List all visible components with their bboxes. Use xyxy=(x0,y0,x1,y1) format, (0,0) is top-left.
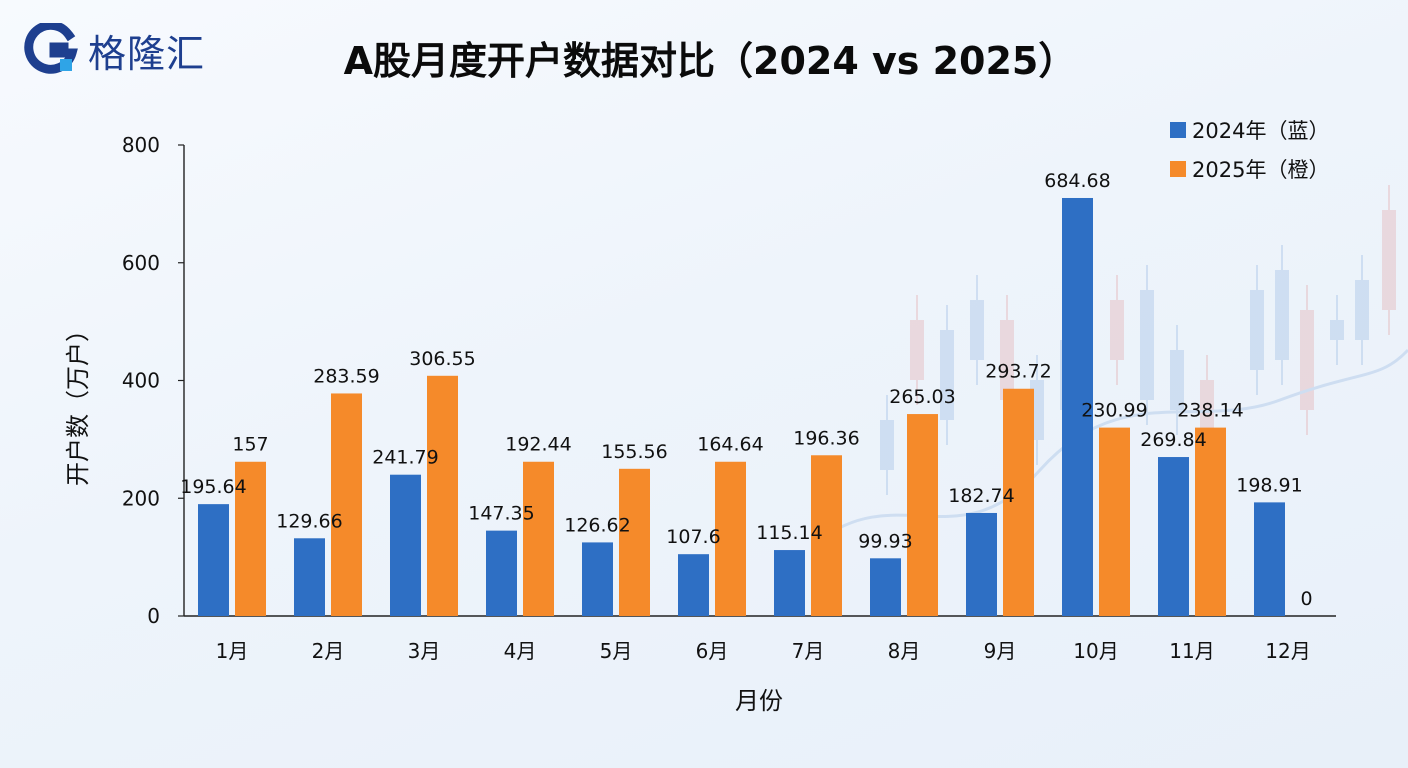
legend: 2024年（蓝） 2025年（橙） xyxy=(1170,119,1329,182)
y-tick-label: 800 xyxy=(122,133,160,157)
bar-2025 xyxy=(427,375,458,616)
x-tick-label: 9月 xyxy=(984,639,1017,663)
bar-2025 xyxy=(331,393,362,616)
value-label-2024: 126.62 xyxy=(564,514,630,536)
value-label-2025: 238.14 xyxy=(1177,400,1243,422)
bar-2024 xyxy=(486,530,517,616)
bar-2025 xyxy=(715,461,746,616)
legend-label: 2024年（蓝） xyxy=(1192,119,1329,143)
bar-2024 xyxy=(1254,502,1285,616)
value-label-2025: 265.03 xyxy=(889,386,955,408)
value-label-2024: 107.6 xyxy=(666,526,720,548)
x-tick-label: 5月 xyxy=(600,639,633,663)
y-tick-label: 600 xyxy=(122,251,160,275)
bar-2025 xyxy=(811,455,842,616)
x-tick-label: 6月 xyxy=(696,639,729,663)
bar-2024 xyxy=(1062,197,1093,617)
bar-2025 xyxy=(619,468,650,616)
y-tick-label: 400 xyxy=(122,369,160,393)
bar-2024 xyxy=(966,512,997,616)
value-label-2025: 192.44 xyxy=(505,434,571,456)
bar-2024 xyxy=(1158,457,1189,616)
logo-g-icon xyxy=(24,23,78,74)
bar-2025 xyxy=(907,414,938,616)
brand-name: 格隆汇 xyxy=(88,31,206,76)
x-tick-label: 1月 xyxy=(216,639,249,663)
bar-2024 xyxy=(774,550,805,616)
brand-logo: 格隆汇 xyxy=(24,22,205,78)
value-label-2024: 99.93 xyxy=(858,530,912,552)
bar-2024 xyxy=(870,558,901,616)
value-label-2024: 684.68 xyxy=(1044,170,1110,192)
value-label-2024: 129.66 xyxy=(276,510,342,532)
bar-2024 xyxy=(294,538,325,616)
bar-2024 xyxy=(582,542,613,616)
x-axis-title: 月份 xyxy=(735,687,783,715)
value-label-2025: 283.59 xyxy=(313,365,379,387)
value-label-2024: 195.64 xyxy=(180,476,246,498)
value-label-2025: 196.36 xyxy=(793,427,859,449)
x-tick-label: 12月 xyxy=(1265,639,1310,663)
value-label-2024: 147.35 xyxy=(468,503,534,525)
value-label-2024: 182.74 xyxy=(948,485,1014,507)
x-tick-label: 4月 xyxy=(504,639,537,663)
bar-2024 xyxy=(678,554,709,616)
value-label-2025: 293.72 xyxy=(985,361,1051,383)
x-tick-label: 2月 xyxy=(312,639,345,663)
value-label-2025: 306.55 xyxy=(409,348,475,370)
bar-2025 xyxy=(235,461,266,616)
bar-2024 xyxy=(390,474,421,616)
value-label-2025: 164.64 xyxy=(697,434,763,456)
y-tick-label: 200 xyxy=(122,486,160,510)
legend-swatch xyxy=(1170,122,1186,138)
bar-2024 xyxy=(198,504,229,616)
value-label-2024: 241.79 xyxy=(372,447,438,469)
bar-2025 xyxy=(523,461,554,616)
legend-label: 2025年（橙） xyxy=(1192,158,1329,182)
value-label-2024: 198.91 xyxy=(1236,474,1302,496)
y-axis-title: 开户数（万户） xyxy=(64,318,92,486)
bar-2025 xyxy=(1003,388,1034,616)
chart-title: A股月度开户数据对比（2024 vs 2025） xyxy=(343,39,1077,83)
y-tick-label: 0 xyxy=(147,604,160,628)
x-tick-label: 3月 xyxy=(408,639,441,663)
legend-swatch xyxy=(1170,161,1186,177)
bar-2025 xyxy=(1099,427,1130,616)
value-label-2025: 230.99 xyxy=(1081,400,1147,422)
value-label-2024: 269.84 xyxy=(1140,429,1206,451)
x-tick-label: 10月 xyxy=(1073,639,1118,663)
value-label-2024: 115.14 xyxy=(756,522,822,544)
value-label-2025: 0 xyxy=(1300,588,1312,610)
value-label-2025: 155.56 xyxy=(601,441,667,463)
bar-2025 xyxy=(1195,427,1226,616)
value-label-2025: 157 xyxy=(232,434,268,456)
x-tick-label: 11月 xyxy=(1169,639,1214,663)
x-tick-label: 8月 xyxy=(888,639,921,663)
x-tick-label: 7月 xyxy=(792,639,825,663)
